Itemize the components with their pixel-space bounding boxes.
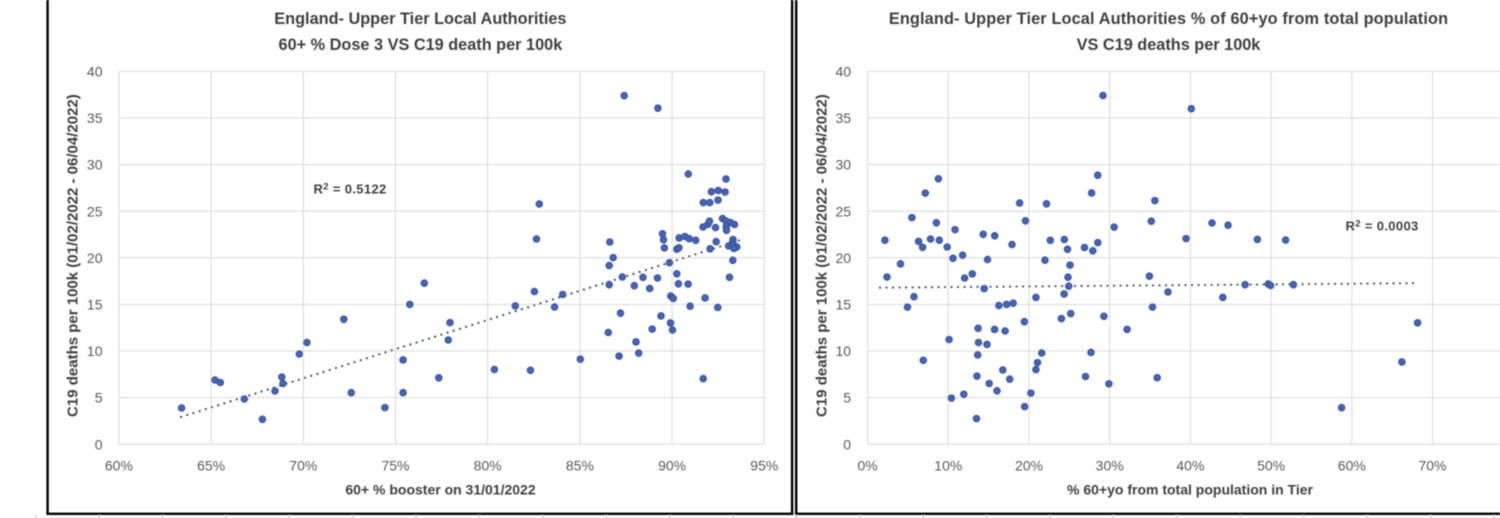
svg-text:30%: 30% — [1096, 458, 1124, 474]
svg-text:90%: 90% — [658, 458, 686, 474]
svg-text:30: 30 — [836, 157, 852, 173]
svg-text:30: 30 — [87, 157, 103, 173]
svg-text:15: 15 — [836, 297, 852, 313]
svg-text:15: 15 — [87, 297, 103, 313]
svg-text:60+ % Dose 3 VS C19 death per: 60+ % Dose 3 VS C19 death per 100k — [279, 36, 564, 54]
svg-text:25: 25 — [87, 203, 103, 219]
svg-text:40: 40 — [87, 64, 103, 80]
svg-text:60%: 60% — [105, 458, 133, 474]
svg-text:80%: 80% — [474, 458, 502, 474]
svg-text:60%: 60% — [1338, 458, 1366, 474]
svg-text:10: 10 — [836, 343, 852, 359]
svg-text:95%: 95% — [750, 458, 778, 474]
svg-text:35: 35 — [87, 110, 103, 126]
svg-text:70%: 70% — [289, 458, 317, 474]
svg-text:C19 deaths per 100k (01/02/202: C19 deaths per 100k (01/02/2022 - 06/04/… — [65, 94, 82, 417]
svg-text:England- Upper Tier Local Auth: England- Upper Tier Local Authorities — [274, 10, 566, 28]
svg-text:10: 10 — [87, 343, 103, 359]
svg-text:0%: 0% — [857, 458, 877, 474]
svg-text:England- Upper Tier Local Auth: England- Upper Tier Local Authorities % … — [889, 10, 1448, 28]
svg-text:40%: 40% — [1176, 458, 1204, 474]
svg-text:35: 35 — [836, 110, 852, 126]
svg-text:25: 25 — [836, 203, 852, 219]
svg-text:40: 40 — [836, 64, 852, 80]
svg-text:70%: 70% — [1418, 458, 1446, 474]
svg-text:R2 = 0.0003: R2 = 0.0003 — [1346, 218, 1419, 233]
svg-text:50%: 50% — [1257, 458, 1285, 474]
svg-text:60+ % booster on 31/01/2022: 60+ % booster on 31/01/2022 — [345, 481, 535, 497]
svg-text:R2 = 0.5122: R2 = 0.5122 — [314, 181, 387, 196]
svg-text:VS C19 deaths per 100k: VS C19 deaths per 100k — [1077, 36, 1262, 54]
svg-text:85%: 85% — [566, 458, 594, 474]
svg-text:0: 0 — [95, 436, 103, 452]
svg-text:% 60+yo from total population: % 60+yo from total population in Tier — [1067, 481, 1313, 497]
svg-text:65%: 65% — [197, 458, 225, 474]
svg-text:C19 deaths per 100k (01/02/202: C19 deaths per 100k (01/02/2022 - 06/04/… — [813, 94, 830, 417]
svg-text:10%: 10% — [934, 458, 962, 474]
svg-text:20: 20 — [836, 250, 852, 266]
svg-text:5: 5 — [843, 390, 851, 406]
svg-text:5: 5 — [95, 390, 103, 406]
svg-text:75%: 75% — [381, 458, 409, 474]
svg-text:0: 0 — [843, 436, 851, 452]
svg-text:20%: 20% — [1015, 458, 1043, 474]
svg-text:20: 20 — [87, 250, 103, 266]
